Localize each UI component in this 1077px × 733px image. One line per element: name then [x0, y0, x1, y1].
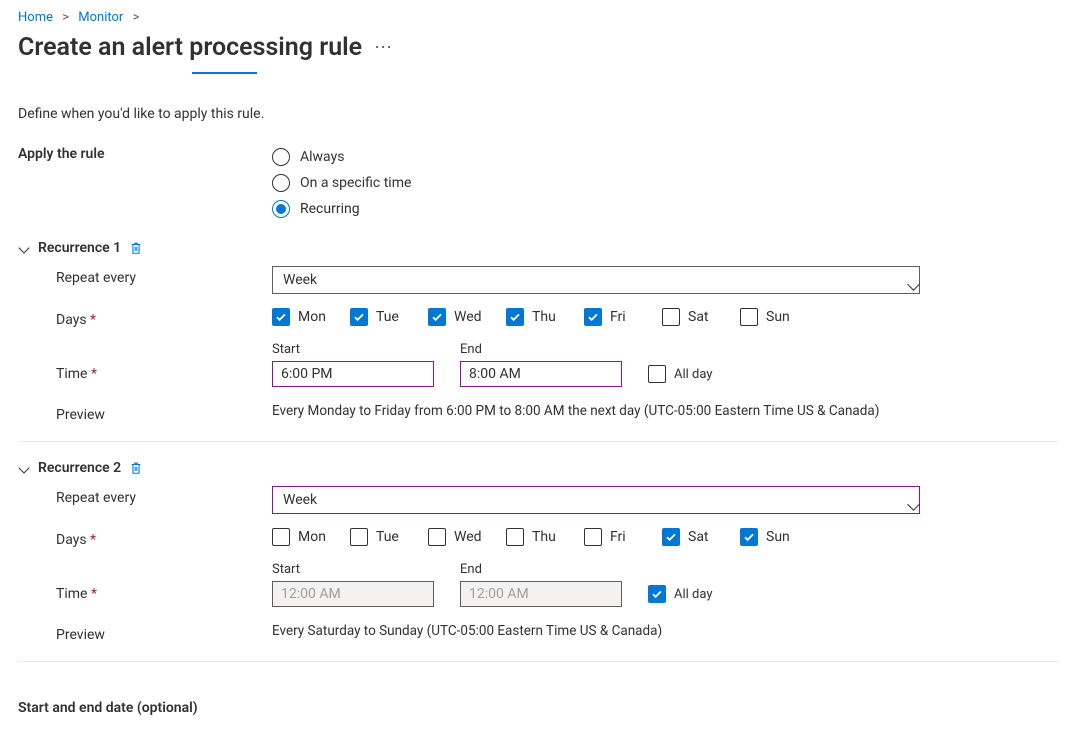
apply-the-rule-options: Always On a specific time Recurring	[272, 144, 1059, 222]
rec2-all-day[interactable]: All day	[648, 585, 713, 607]
rec2-day-mon[interactable]: Mon	[272, 528, 328, 546]
rec1-day-tue[interactable]: Tue	[350, 308, 406, 326]
delete-icon[interactable]	[129, 241, 143, 255]
rec2-time-label: Time	[38, 562, 272, 602]
rec2-days-label: Days	[38, 528, 272, 548]
recurrence-1-title: Recurrence 1	[38, 240, 121, 256]
rec2-day-wed[interactable]: Wed	[428, 528, 484, 546]
rec1-sun-label: Sun	[766, 309, 796, 325]
rec2-day-tue[interactable]: Tue	[350, 528, 406, 546]
breadcrumb: Home > Monitor >	[18, 8, 1059, 33]
rec2-preview-label: Preview	[38, 623, 272, 643]
intro-text: Define when you'd like to apply this rul…	[18, 106, 1059, 122]
start-end-date-heading: Start and end date (optional)	[18, 700, 1059, 716]
rec1-wed-label: Wed	[454, 309, 484, 325]
rec1-end-input[interactable]	[460, 361, 622, 387]
rec1-repeat-every-select[interactable]: Week	[272, 266, 920, 294]
recurrence-1-header[interactable]: Recurrence 1	[18, 240, 1059, 256]
rec2-start-label: Start	[272, 562, 434, 577]
rec1-day-wed[interactable]: Wed	[428, 308, 484, 326]
rec1-start-input[interactable]	[272, 361, 434, 387]
rec2-repeat-every-label: Repeat every	[38, 486, 272, 506]
radio-recurring[interactable]: Recurring	[272, 196, 1059, 222]
rec2-start-input	[272, 581, 434, 607]
breadcrumb-separator-1: >	[62, 10, 69, 25]
rec2-repeat-every-value: Week	[283, 492, 317, 508]
rec1-start-label: Start	[272, 342, 434, 357]
rec1-days-row: Mon Tue Wed Thu Fri Sat Sun	[272, 308, 1059, 326]
recurrence-2-title: Recurrence 2	[38, 460, 121, 476]
rec1-preview-text: Every Monday to Friday from 6:00 PM to 8…	[272, 403, 879, 419]
breadcrumb-separator-2: >	[133, 10, 140, 25]
rec1-day-sat[interactable]: Sat	[662, 308, 718, 326]
more-actions-icon[interactable]: ⋯	[374, 39, 393, 57]
radio-specific-label: On a specific time	[300, 175, 411, 191]
page-title: Create an alert processing rule	[18, 33, 362, 62]
rec1-day-thu[interactable]: Thu	[506, 308, 562, 326]
rec2-sat-label: Sat	[688, 529, 718, 545]
rec1-thu-label: Thu	[532, 309, 562, 325]
rec1-tue-label: Tue	[376, 309, 406, 325]
rec2-preview-text: Every Saturday to Sunday (UTC-05:00 East…	[272, 623, 662, 639]
rec1-day-sun[interactable]: Sun	[740, 308, 796, 326]
rec2-tue-label: Tue	[376, 529, 406, 545]
chevron-down-icon	[18, 242, 30, 254]
divider-2	[18, 661, 1059, 662]
radio-always-label: Always	[300, 149, 344, 165]
apply-the-rule-label: Apply the rule	[18, 144, 272, 162]
rec2-repeat-every-select[interactable]: Week	[272, 486, 920, 514]
divider-1	[18, 441, 1059, 442]
rec2-sun-label: Sun	[766, 529, 796, 545]
rec2-end-input	[460, 581, 622, 607]
radio-recurring-label: Recurring	[300, 201, 360, 217]
rec1-time-label: Time	[38, 342, 272, 382]
rec2-day-fri[interactable]: Fri	[584, 528, 640, 546]
rec1-all-day[interactable]: All day	[648, 365, 713, 387]
rec1-repeat-every-value: Week	[283, 272, 317, 288]
rec2-end-label: End	[460, 562, 622, 577]
rec2-fri-label: Fri	[610, 529, 640, 545]
rec1-fri-label: Fri	[610, 309, 640, 325]
rec2-thu-label: Thu	[532, 529, 562, 545]
rec1-all-day-label: All day	[674, 367, 713, 382]
rec1-sat-label: Sat	[688, 309, 718, 325]
radio-always[interactable]: Always	[272, 144, 1059, 170]
breadcrumb-home[interactable]: Home	[18, 10, 53, 25]
rec2-day-sun[interactable]: Sun	[740, 528, 796, 546]
rec2-day-thu[interactable]: Thu	[506, 528, 562, 546]
rec2-day-sat[interactable]: Sat	[662, 528, 718, 546]
delete-icon[interactable]	[129, 461, 143, 475]
rec2-wed-label: Wed	[454, 529, 484, 545]
breadcrumb-monitor[interactable]: Monitor	[78, 10, 123, 25]
rec1-end-label: End	[460, 342, 622, 357]
recurrence-2-header[interactable]: Recurrence 2	[18, 460, 1059, 476]
rec2-days-row: Mon Tue Wed Thu Fri Sat Sun	[272, 528, 1059, 546]
rec1-mon-label: Mon	[298, 309, 328, 325]
rec2-mon-label: Mon	[298, 529, 328, 545]
rec2-all-day-label: All day	[674, 587, 713, 602]
rec1-repeat-every-label: Repeat every	[38, 266, 272, 286]
rec1-preview-label: Preview	[38, 403, 272, 423]
rec1-day-mon[interactable]: Mon	[272, 308, 328, 326]
active-tab-indicator	[192, 72, 257, 74]
rec1-days-label: Days	[38, 308, 272, 328]
radio-specific-time[interactable]: On a specific time	[272, 170, 1059, 196]
rec1-day-fri[interactable]: Fri	[584, 308, 640, 326]
chevron-down-icon	[18, 462, 30, 474]
